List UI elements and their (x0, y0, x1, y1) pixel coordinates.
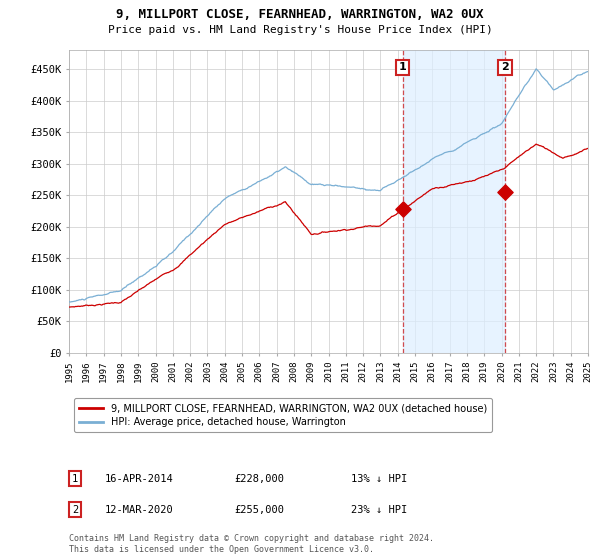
Point (398, 204, 407, 213)
Bar (403, 50, 505, 353)
Text: £255,000: £255,000 (234, 505, 284, 515)
Text: 2: 2 (72, 505, 78, 515)
Text: 9, MILLPORT CLOSE, FEARNHEAD, WARRINGTON, WA2 0UX: 9, MILLPORT CLOSE, FEARNHEAD, WARRINGTON… (116, 8, 484, 21)
Text: Price paid vs. HM Land Registry's House Price Index (HPI): Price paid vs. HM Land Registry's House … (107, 25, 493, 35)
Text: Contains HM Land Registry data © Crown copyright and database right 2024.: Contains HM Land Registry data © Crown c… (69, 534, 434, 543)
Text: 16-APR-2014: 16-APR-2014 (105, 474, 174, 484)
Point (500, 188, 510, 197)
Text: 1: 1 (399, 63, 407, 72)
Text: 13% ↓ HPI: 13% ↓ HPI (351, 474, 407, 484)
Text: 23% ↓ HPI: 23% ↓ HPI (351, 505, 407, 515)
Text: This data is licensed under the Open Government Licence v3.0.: This data is licensed under the Open Gov… (69, 545, 374, 554)
Text: 1: 1 (72, 474, 78, 484)
Legend: 9, MILLPORT CLOSE, FEARNHEAD, WARRINGTON, WA2 0UX (detached house), HPI: Average: 9, MILLPORT CLOSE, FEARNHEAD, WARRINGTON… (74, 399, 492, 432)
Text: 2: 2 (501, 63, 509, 72)
Text: £228,000: £228,000 (234, 474, 284, 484)
Text: 12-MAR-2020: 12-MAR-2020 (105, 505, 174, 515)
